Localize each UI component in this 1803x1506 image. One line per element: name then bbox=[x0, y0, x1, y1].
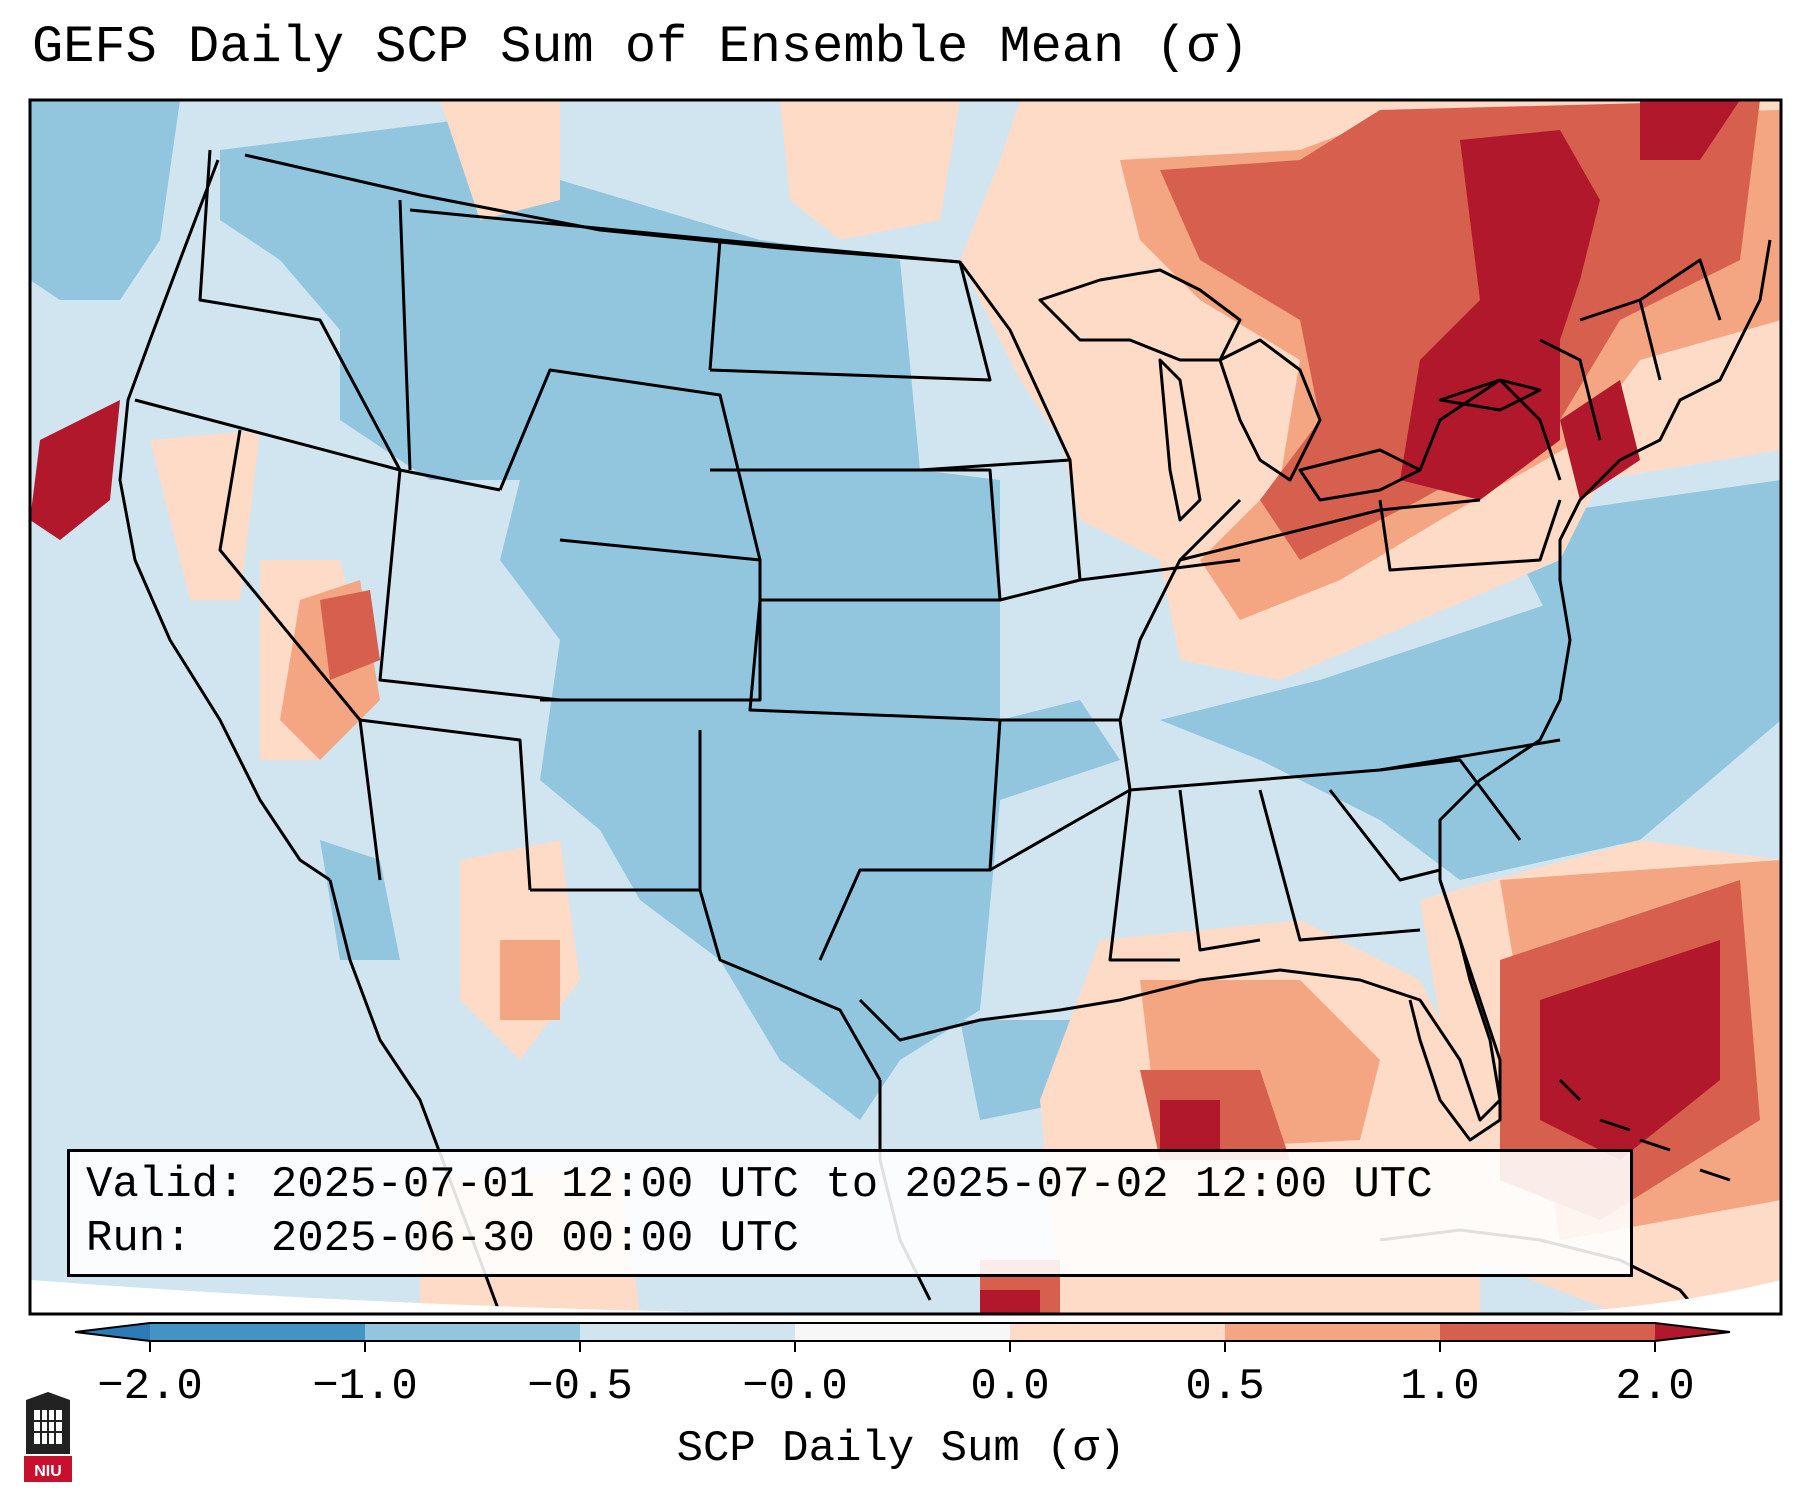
chart-title: GEFS Daily SCP Sum of Ensemble Mean (σ) bbox=[32, 18, 1249, 77]
run-time-text: Run: 2025-06-30 00:00 UTC bbox=[86, 1214, 799, 1264]
colorbar-arrow-low bbox=[75, 1323, 150, 1341]
colorbar-tick-label: −0.0 bbox=[742, 1362, 848, 1412]
niu-logo-icon: NIU bbox=[24, 1392, 72, 1482]
colorbar-arrow-high bbox=[1655, 1323, 1730, 1341]
colorbar-tick-label: −1.0 bbox=[312, 1362, 418, 1412]
colorbar-segment bbox=[150, 1323, 365, 1341]
colorbar-tick-label: 1.0 bbox=[1400, 1362, 1480, 1412]
colorbar-segment bbox=[1225, 1323, 1440, 1341]
projection-edge bbox=[30, 1280, 900, 1314]
field-positive-extreme bbox=[30, 100, 1740, 1314]
colorbar-tick-label: −2.0 bbox=[97, 1362, 203, 1412]
colorbar-segment bbox=[1010, 1323, 1225, 1341]
colorbar-label: SCP Daily Sum (σ) bbox=[676, 1424, 1126, 1474]
colorbar-tick-label: 0.0 bbox=[970, 1362, 1050, 1412]
colorbar-tick-label: 2.0 bbox=[1615, 1362, 1695, 1412]
colorbar-segment bbox=[580, 1323, 795, 1341]
colorbar bbox=[74, 1322, 1731, 1352]
colorbar-segment bbox=[1440, 1323, 1655, 1341]
colorbar-segment bbox=[365, 1323, 580, 1341]
map-frame bbox=[28, 98, 1783, 1316]
colorbar-segment bbox=[795, 1323, 1010, 1341]
valid-run-infobox: Valid: 2025-07-01 12:00 UTC to 2025-07-0… bbox=[67, 1149, 1633, 1277]
projection-edge-right bbox=[1500, 1280, 1781, 1314]
colorbar-tick-label: 0.5 bbox=[1185, 1362, 1265, 1412]
colorbar-tick-label: −0.5 bbox=[527, 1362, 633, 1412]
niu-logo-text: NIU bbox=[34, 1463, 62, 1480]
state-borders bbox=[118, 149, 1772, 1314]
map-field bbox=[30, 100, 1781, 1314]
valid-time-text: Valid: 2025-07-01 12:00 UTC to 2025-07-0… bbox=[86, 1160, 1433, 1210]
